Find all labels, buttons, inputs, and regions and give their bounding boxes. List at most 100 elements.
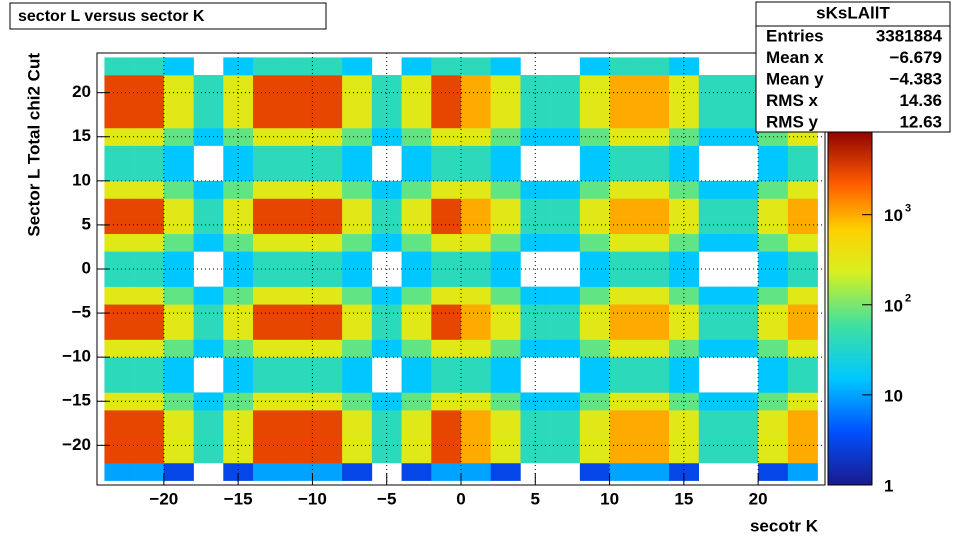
heatmap-cell (609, 339, 640, 358)
heatmap-cell (698, 427, 729, 446)
heatmap-cell (253, 269, 284, 287)
stats-label: RMS y (766, 112, 819, 131)
heatmap-cell (461, 57, 492, 76)
heatmap-cell (431, 145, 462, 164)
heatmap-cell (282, 145, 313, 164)
heatmap-cell (520, 427, 551, 446)
heatmap-cell (104, 269, 135, 287)
heatmap-cell (371, 127, 402, 146)
heatmap-cell (698, 445, 729, 464)
heatmap-cell (342, 180, 373, 199)
heatmap-cell (787, 392, 818, 411)
y-axis-label: Sector L Total chi2 Cut (24, 53, 43, 237)
heatmap-cell (253, 321, 284, 340)
heatmap-cell (163, 75, 194, 93)
heatmap-cell (104, 198, 135, 217)
heatmap-cell (193, 339, 224, 358)
heatmap-cell (431, 427, 462, 446)
heatmap-cell (193, 321, 224, 340)
x-axis-label: secotr K (750, 516, 819, 535)
heatmap-cell (787, 251, 818, 270)
heatmap-cell (401, 339, 432, 358)
heatmap-cell (134, 145, 165, 164)
heatmap-cell (520, 321, 551, 340)
stats-label: Entries (766, 26, 824, 45)
heatmap-cell (579, 357, 610, 376)
heatmap-cell (104, 410, 135, 428)
heatmap-cell (520, 75, 551, 93)
heatmap-cell (431, 286, 462, 305)
heatmap-cell (758, 180, 789, 199)
heatmap-cell (371, 286, 402, 305)
heatmap-cell (669, 427, 700, 446)
x-tick-label: 5 (531, 489, 540, 508)
heatmap-cell (490, 269, 521, 287)
heatmap-cell (490, 427, 521, 446)
heatmap-cell (461, 427, 492, 446)
heatmap-cell (431, 269, 462, 287)
heatmap-cell (609, 92, 640, 111)
heatmap-cell (461, 110, 492, 129)
heatmap-cell (282, 357, 313, 376)
heatmap-cell (787, 269, 818, 287)
heatmap-cell (639, 427, 670, 446)
heatmap-cell (639, 339, 670, 358)
heatmap-cell (490, 233, 521, 252)
heatmap-cell (342, 339, 373, 358)
heatmap-cell (163, 110, 194, 129)
heatmap-cell (163, 410, 194, 428)
heatmap-cell (669, 75, 700, 93)
heatmap-cell (163, 57, 194, 76)
heatmap-cell (163, 92, 194, 111)
heatmap-cell (431, 216, 462, 235)
heatmap-cell (609, 216, 640, 235)
heatmap-cell (609, 286, 640, 305)
heatmap-cell (639, 286, 670, 305)
heatmap-cell (401, 75, 432, 93)
heatmap-cell (401, 269, 432, 287)
heatmap-cell (371, 445, 402, 464)
heatmap-cell (579, 392, 610, 411)
heatmap-cell (579, 180, 610, 199)
heatmap-cell (698, 198, 729, 217)
heatmap-cell (163, 339, 194, 358)
heatmap-cell (134, 269, 165, 287)
heatmap-cell (282, 286, 313, 305)
heatmap-cell (193, 427, 224, 446)
heatmap-cell (401, 445, 432, 464)
stats-value: −6.679 (890, 48, 942, 67)
heatmap-cell (223, 410, 254, 428)
heatmap-cell (134, 92, 165, 111)
heatmap-cell (193, 92, 224, 111)
heatmap-cell (104, 127, 135, 146)
heatmap-cell (728, 110, 759, 129)
heatmap-cell (550, 92, 581, 111)
heatmap-cell (134, 57, 165, 76)
heatmap-cell (490, 180, 521, 199)
heatmap-cell (193, 127, 224, 146)
heatmap-cell (431, 57, 462, 76)
heatmap-cell (134, 75, 165, 93)
heatmap-cell (193, 110, 224, 129)
z-tick-exponent: 3 (905, 203, 911, 215)
heatmap-cell (609, 392, 640, 411)
heatmap-cell (104, 145, 135, 164)
heatmap-cell (550, 75, 581, 93)
heatmap-cell (253, 163, 284, 182)
heatmap-cell (223, 198, 254, 217)
heatmap-cell (758, 339, 789, 358)
heatmap-cell (401, 163, 432, 182)
heatmap-cell (669, 286, 700, 305)
heatmap-cell (312, 216, 343, 235)
heatmap-cell (758, 445, 789, 464)
heatmap-cell (342, 462, 373, 481)
heatmap-cell (609, 251, 640, 270)
heatmap-cell (312, 427, 343, 446)
heatmap-cell (223, 339, 254, 358)
heatmap-cell (461, 75, 492, 93)
heatmap-cell (193, 392, 224, 411)
heatmap-cell (669, 198, 700, 217)
heatmap-cell (282, 110, 313, 129)
x-tick-label: 15 (674, 489, 693, 508)
heatmap-cell (758, 145, 789, 164)
